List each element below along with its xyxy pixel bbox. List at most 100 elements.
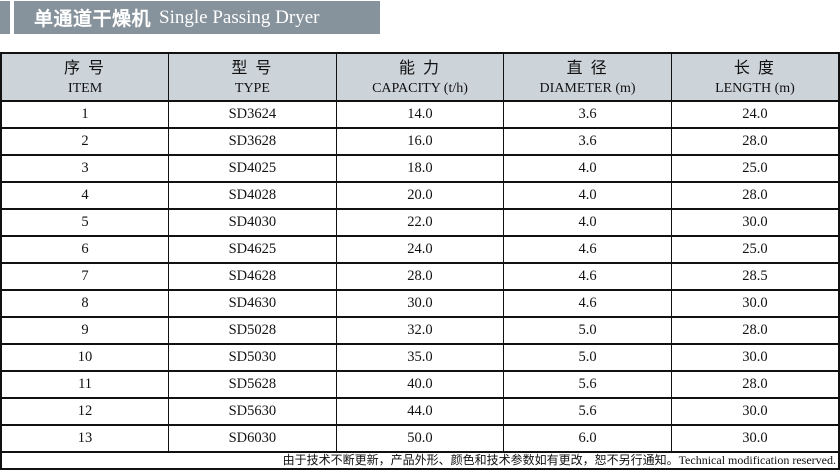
table-cell: SD4625 (168, 235, 337, 264)
column-header-length: 长 度 LENGTH (m) (670, 52, 840, 102)
table-cell: 4.0 (503, 154, 672, 183)
column-header-en: ITEM (67, 80, 103, 96)
column-header-en: DIAMETER (m) (539, 80, 636, 96)
table-header-row: 序 号 ITEM 型 号 TYPE 能 力 CAPACITY (t/h) 直 径… (0, 52, 840, 102)
table-cell: 28.5 (670, 262, 840, 291)
table-cell: 28.0 (335, 262, 505, 291)
column-header-cn: 序 号 (64, 59, 107, 77)
table-body: 1 SD3624 14.0 3.6 24.0 2 SD3628 16.0 3.6 28.0 3 SD4… (0, 100, 840, 453)
table-cell: 25.0 (670, 235, 840, 264)
title-bar-row: 单通道干燥机 Single Passing Dryer (0, 1, 840, 34)
table-cell: 6 (0, 235, 170, 264)
table-row: 8 SD4630 30.0 4.6 30.0 (0, 289, 840, 318)
table-cell: 3.6 (503, 127, 672, 156)
column-header-en: TYPE (234, 80, 270, 96)
table-cell: 32.0 (335, 316, 505, 345)
table-cell: 30.0 (670, 397, 840, 426)
table-cell: 11 (0, 370, 170, 399)
table-cell: 9 (0, 316, 170, 345)
table-cell: SD4630 (168, 289, 337, 318)
table-cell: SD4025 (168, 154, 337, 183)
column-header-item: 序 号 ITEM (0, 52, 170, 102)
table-row: 5 SD4030 22.0 4.0 30.0 (0, 208, 840, 237)
table-cell: 4.6 (503, 262, 672, 291)
table-cell: 2 (0, 127, 170, 156)
table-cell: 4.6 (503, 235, 672, 264)
table-cell: 14.0 (335, 100, 505, 129)
page-title-en: Single Passing Dryer (159, 6, 320, 28)
table-cell: SD3624 (168, 100, 337, 129)
table-cell: 30.0 (670, 343, 840, 372)
table-cell: 7 (0, 262, 170, 291)
footnote: 由于技术不断更新，产品外形、颜色和技术参数如有更改，恕不另行通知。Technic… (0, 451, 840, 470)
table-cell: 16.0 (335, 127, 505, 156)
table-cell: SD5628 (168, 370, 337, 399)
column-header-cn: 能 力 (398, 59, 441, 77)
table-cell: 6.0 (503, 424, 672, 453)
table-row: 10 SD5030 35.0 5.0 30.0 (0, 343, 840, 372)
table-cell: 24.0 (335, 235, 505, 264)
table-row: 7 SD4628 28.0 4.6 28.5 (0, 262, 840, 291)
table-cell: SD6030 (168, 424, 337, 453)
table-cell: 13 (0, 424, 170, 453)
table-cell: 30.0 (335, 289, 505, 318)
table-cell: 4.0 (503, 181, 672, 210)
table-row: 11 SD5628 40.0 5.6 28.0 (0, 370, 840, 399)
table-cell: 30.0 (670, 424, 840, 453)
table-cell: 20.0 (335, 181, 505, 210)
table-row: 4 SD4028 20.0 4.0 28.0 (0, 181, 840, 210)
column-header-cn: 型 号 (231, 59, 274, 77)
table-cell: 5.6 (503, 370, 672, 399)
page-title-cn: 单通道干燥机 (34, 9, 152, 30)
table-cell: 5 (0, 208, 170, 237)
table-cell: 50.0 (335, 424, 505, 453)
table-cell: 44.0 (335, 397, 505, 426)
table-row: 1 SD3624 14.0 3.6 24.0 (0, 100, 840, 129)
column-header-diameter: 直 径 DIAMETER (m) (503, 52, 672, 102)
table-cell: 30.0 (670, 208, 840, 237)
table-cell: SD5030 (168, 343, 337, 372)
table-cell: SD5028 (168, 316, 337, 345)
column-header-type: 型 号 TYPE (168, 52, 337, 102)
table-row: 13 SD6030 50.0 6.0 30.0 (0, 424, 840, 453)
table-row: 9 SD5028 32.0 5.0 28.0 (0, 316, 840, 345)
table-row: 12 SD5630 44.0 5.6 30.0 (0, 397, 840, 426)
footnote-row: 由于技术不断更新，产品外形、颜色和技术参数如有更改，恕不另行通知。Technic… (0, 451, 840, 470)
spec-table: 序 号 ITEM 型 号 TYPE 能 力 CAPACITY (t/h) 直 径… (0, 52, 840, 470)
table-cell: 28.0 (670, 127, 840, 156)
table-cell: SD3628 (168, 127, 337, 156)
table-cell: 30.0 (670, 289, 840, 318)
table-cell: SD4028 (168, 181, 337, 210)
table-cell: 40.0 (335, 370, 505, 399)
column-header-capacity: 能 力 CAPACITY (t/h) (335, 52, 505, 102)
column-header-cn: 长 度 (733, 59, 776, 77)
table-row: 3 SD4025 18.0 4.0 25.0 (0, 154, 840, 183)
table-cell: 12 (0, 397, 170, 426)
table-cell: 8 (0, 289, 170, 318)
table-cell: 35.0 (335, 343, 505, 372)
table-cell: 3.6 (503, 100, 672, 129)
table-cell: 28.0 (670, 370, 840, 399)
table-cell: SD4030 (168, 208, 337, 237)
table-row: 6 SD4625 24.0 4.6 25.0 (0, 235, 840, 264)
table-cell: 4 (0, 181, 170, 210)
column-header-en: CAPACITY (t/h) (372, 80, 468, 96)
table-cell: 28.0 (670, 181, 840, 210)
table-cell: SD4628 (168, 262, 337, 291)
table-cell: 1 (0, 100, 170, 129)
column-header-cn: 直 径 (566, 59, 609, 77)
table-row: 2 SD3628 16.0 3.6 28.0 (0, 127, 840, 156)
column-header-en: LENGTH (m) (715, 80, 795, 96)
table-cell: 5.6 (503, 397, 672, 426)
table-cell: 24.0 (670, 100, 840, 129)
table-cell: 5.0 (503, 316, 672, 345)
title-bar: 单通道干燥机 Single Passing Dryer (14, 1, 380, 34)
table-cell: 25.0 (670, 154, 840, 183)
table-cell: 18.0 (335, 154, 505, 183)
table-cell: 3 (0, 154, 170, 183)
table-cell: 22.0 (335, 208, 505, 237)
table-cell: 10 (0, 343, 170, 372)
table-cell: SD5630 (168, 397, 337, 426)
title-accent-block (0, 1, 10, 34)
